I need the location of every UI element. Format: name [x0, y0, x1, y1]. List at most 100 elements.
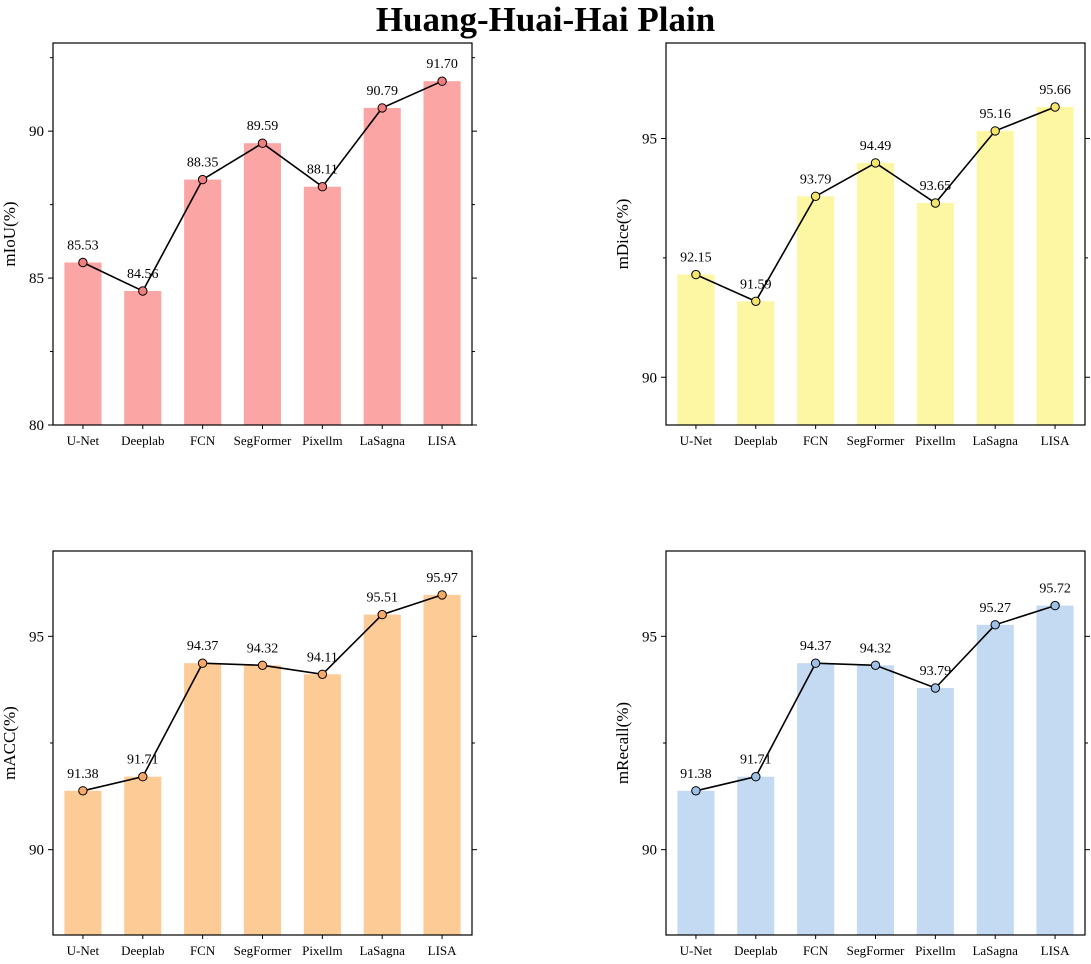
y-tick-label: 80 [29, 418, 44, 434]
point-marker [870, 158, 881, 168]
value-label: 90.79 [366, 84, 398, 99]
value-label: 93.79 [800, 172, 832, 187]
y-tick-label: 90 [642, 843, 657, 859]
bar-u-net [677, 274, 715, 425]
point-marker [751, 772, 761, 782]
x-tick-label: U-Net [67, 943, 100, 958]
x-tick-label: Pixellm [302, 943, 342, 958]
figure-title: Huang-Huai-Hai Plain [375, 0, 716, 39]
chart-panel-3: 91.38 91.71 94.37 94.32 93.79 95.27 95.72 90 95 U… [613, 550, 1090, 958]
y-tick-label: 90 [29, 843, 44, 859]
y-tick-label: 90 [29, 124, 44, 140]
bar-deeplab [737, 301, 775, 425]
chart-panel-1: 92.15 91.59 93.79 94.49 93.65 95.16 95.66 90 95 U… [613, 42, 1090, 448]
x-tick-label: U-Net [67, 433, 100, 448]
value-label: 95.97 [426, 571, 458, 586]
x-tick-label: LaSagna [972, 433, 1018, 448]
value-label: 94.11 [307, 650, 338, 665]
point-marker [990, 126, 1000, 136]
value-label: 91.70 [426, 57, 458, 72]
bar-lisa [1036, 107, 1074, 425]
value-label: 89.59 [247, 119, 279, 134]
point-marker [317, 669, 328, 679]
x-tick-label: Deeplab [121, 433, 164, 448]
bar-lasagna [976, 130, 1014, 425]
point-marker [197, 174, 208, 185]
y-tick-label: 85 [29, 271, 44, 287]
bar-u-net [64, 790, 102, 935]
y-tick-label: 90 [642, 370, 657, 386]
bar-fcn [797, 663, 835, 935]
bar-u-net [64, 262, 102, 425]
y-axis-label: mIoU(%) [0, 201, 19, 266]
value-label: 95.72 [1039, 582, 1071, 597]
point-marker [257, 138, 268, 148]
value-label: 91.59 [740, 277, 772, 292]
bar-deeplab [737, 776, 775, 935]
point-marker [810, 191, 821, 202]
bar-pixellm [916, 203, 954, 425]
point-marker [691, 786, 701, 796]
bar-lisa [423, 81, 461, 425]
x-tick-label: FCN [803, 433, 829, 448]
value-label: 91.38 [680, 767, 712, 782]
bar-deeplab [124, 776, 162, 935]
value-label: 95.16 [979, 107, 1011, 122]
value-label: 88.11 [307, 163, 338, 178]
point-marker [78, 257, 88, 268]
bar-lasagna [363, 614, 401, 935]
y-tick-label: 95 [29, 629, 44, 645]
x-tick-label: SegFormer [847, 433, 905, 448]
value-label: 91.38 [67, 767, 99, 782]
x-tick-label: FCN [803, 943, 829, 958]
point-marker [78, 786, 88, 796]
value-label: 94.37 [800, 639, 832, 654]
x-tick-label: FCN [190, 943, 216, 958]
bar-pixellm [303, 674, 341, 935]
x-tick-label: Pixellm [915, 943, 955, 958]
point-marker [138, 772, 148, 782]
bar-segformer [243, 665, 281, 935]
point-marker [990, 620, 1000, 630]
bar-lasagna [976, 624, 1014, 935]
point-marker [810, 658, 821, 668]
point-marker [197, 658, 208, 668]
value-label: 94.32 [860, 641, 892, 656]
x-tick-label: Deeplab [734, 943, 777, 958]
bar-deeplab [124, 291, 162, 425]
bar-pixellm [916, 688, 954, 935]
point-marker [377, 103, 387, 113]
bar-pixellm [303, 186, 341, 425]
x-tick-label: U-Net [680, 943, 713, 958]
value-label: 95.51 [366, 591, 398, 606]
y-axis-label: mRecall(%) [613, 702, 632, 784]
bar-segformer [243, 143, 281, 425]
x-tick-label: SegFormer [234, 943, 292, 958]
x-tick-label: Pixellm [302, 433, 342, 448]
value-label: 88.35 [187, 156, 219, 171]
point-marker [138, 286, 148, 296]
x-tick-label: FCN [190, 433, 216, 448]
x-tick-label: Pixellm [915, 433, 955, 448]
x-tick-label: LISA [428, 433, 458, 448]
y-tick-label: 95 [642, 629, 657, 645]
value-label: 91.71 [127, 753, 159, 768]
y-axis-label: mDice(%) [613, 199, 632, 270]
value-label: 93.65 [920, 179, 952, 194]
bar-fcn [184, 663, 222, 935]
value-label: 94.32 [247, 641, 279, 656]
x-tick-label: SegFormer [847, 943, 905, 958]
x-tick-label: LISA [428, 943, 458, 958]
x-tick-label: LISA [1041, 943, 1071, 958]
value-label: 95.27 [979, 601, 1011, 616]
point-marker [257, 660, 268, 670]
x-tick-label: LaSagna [359, 433, 405, 448]
value-label: 94.49 [860, 139, 892, 154]
y-axis-label: mACC(%) [0, 706, 19, 780]
x-tick-label: LaSagna [359, 943, 405, 958]
value-label: 91.71 [740, 753, 772, 768]
point-marker [317, 182, 328, 192]
point-marker [870, 660, 881, 670]
bar-lasagna [363, 107, 401, 426]
bar-lisa [1036, 605, 1074, 935]
